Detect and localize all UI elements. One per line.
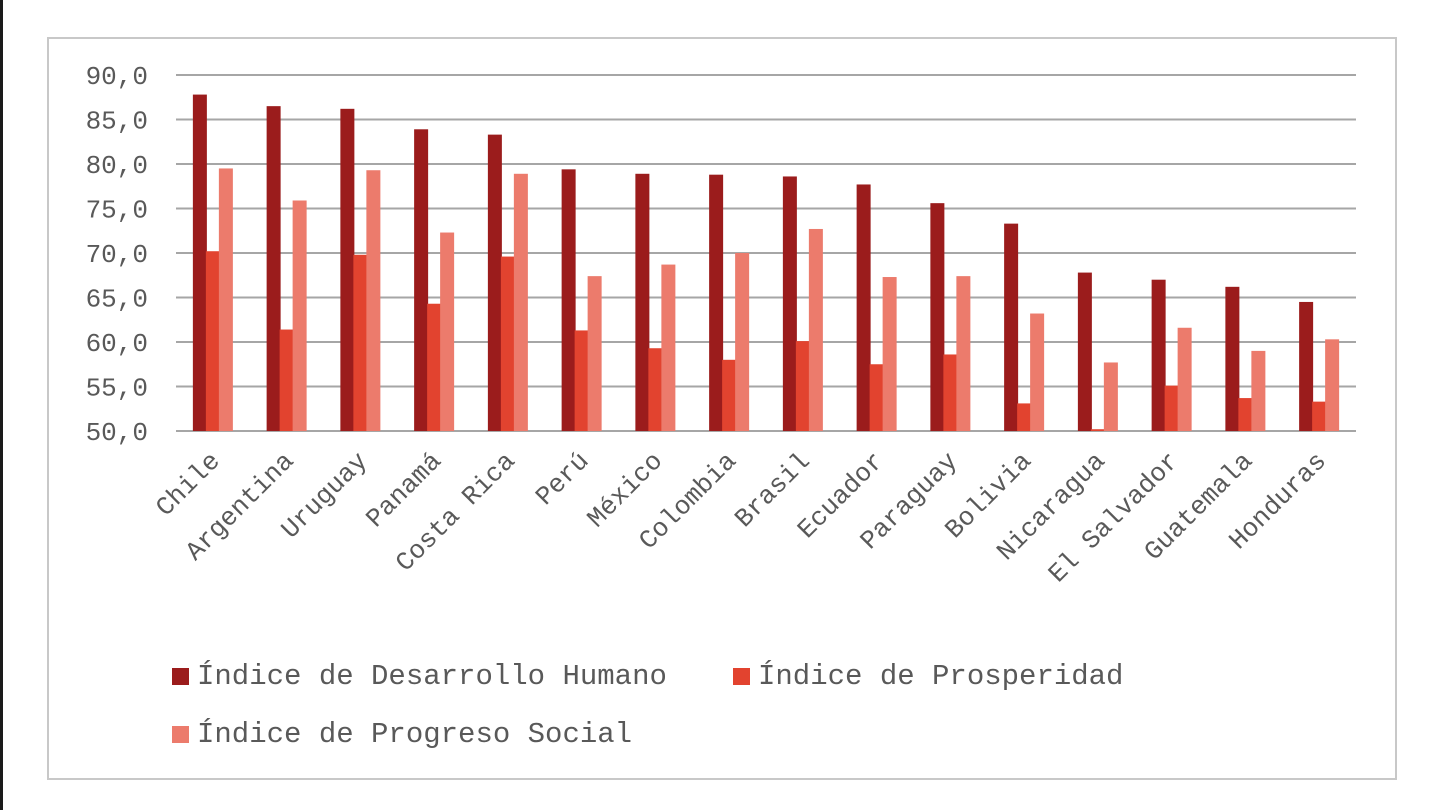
bar <box>869 364 884 431</box>
legend-label-progreso: Índice de Progreso Social <box>197 718 633 751</box>
bar <box>882 277 897 431</box>
y-tick-label: 70,0 <box>86 240 148 270</box>
bar <box>1103 362 1118 431</box>
x-category-label: Perú <box>530 446 595 511</box>
bar <box>956 276 971 431</box>
bar <box>930 203 945 431</box>
bar <box>340 108 355 431</box>
bar <box>1077 272 1092 431</box>
bar <box>808 228 823 431</box>
bar <box>635 173 650 432</box>
y-axis-ticks: 90,0 85,0 80,0 75,0 70,0 65,0 60,0 55,0 50,0 <box>86 62 148 448</box>
bar <box>1177 327 1192 431</box>
bar <box>279 329 294 431</box>
bar <box>722 359 737 431</box>
bar <box>440 232 455 431</box>
bar <box>1164 385 1179 431</box>
bar <box>414 129 429 432</box>
bar <box>1017 403 1032 431</box>
bar <box>661 264 676 431</box>
bar <box>1325 339 1340 431</box>
bar <box>1030 313 1045 431</box>
bar <box>735 253 750 431</box>
bar <box>427 303 442 431</box>
bar <box>1251 350 1266 431</box>
x-category-label: El Salvador <box>1043 446 1186 589</box>
bar <box>1090 429 1105 431</box>
bar <box>1225 286 1240 431</box>
bar <box>561 169 576 431</box>
y-tick-label: 85,0 <box>86 107 148 137</box>
bar <box>366 170 381 432</box>
bar <box>292 200 307 431</box>
y-tick-label: 75,0 <box>86 196 148 226</box>
bar <box>1238 398 1253 431</box>
bar <box>218 168 233 431</box>
left-edge-border <box>0 0 3 810</box>
bar <box>1299 301 1314 431</box>
y-tick-label: 55,0 <box>86 374 148 404</box>
y-tick-label: 90,0 <box>86 62 148 92</box>
legend-item-prosperidad: Índice de Prosperidad <box>733 660 1123 693</box>
legend-label-idh: Índice de Desarrollo Humano <box>197 660 667 693</box>
bar <box>1004 223 1019 431</box>
y-tick-label: 80,0 <box>86 151 148 181</box>
legend-item-progreso: Índice de Progreso Social <box>172 718 632 751</box>
bar <box>587 276 602 431</box>
bar <box>709 174 724 431</box>
legend-swatch-progreso <box>172 726 189 743</box>
bar <box>500 256 515 431</box>
bar <box>1151 279 1166 431</box>
y-tick-label: 65,0 <box>86 285 148 315</box>
bar <box>782 176 797 431</box>
legend-swatch-prosperidad <box>733 668 750 685</box>
legend-label-prosperidad: Índice de Prosperidad <box>758 660 1124 693</box>
legend-swatch-idh <box>172 668 189 685</box>
y-tick-label: 60,0 <box>86 329 148 359</box>
bar <box>648 348 663 431</box>
bar <box>266 106 281 432</box>
bars <box>192 94 1340 432</box>
bar <box>856 184 871 431</box>
bar <box>205 251 220 431</box>
y-tick-label: 50,0 <box>86 418 148 448</box>
bar <box>513 173 528 432</box>
bar <box>487 134 502 431</box>
bar <box>1312 401 1327 431</box>
legend-item-idh: Índice de Desarrollo Humano <box>172 660 667 693</box>
bar <box>192 94 207 431</box>
bar <box>943 354 958 431</box>
bar <box>795 341 810 431</box>
bar <box>574 330 589 431</box>
bar <box>353 254 368 431</box>
